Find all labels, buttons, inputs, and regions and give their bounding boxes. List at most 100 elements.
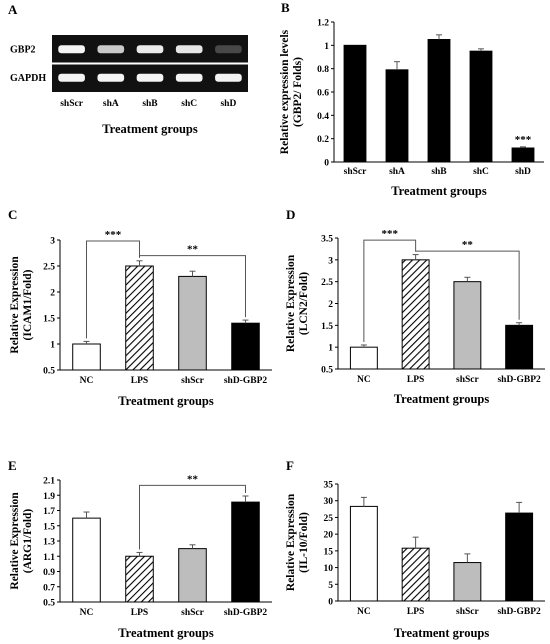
y-tick-label: 1.1 (43, 553, 55, 563)
y-tick-label: 30 (324, 497, 334, 507)
bar (72, 343, 101, 371)
y-tick-label: 20 (324, 531, 334, 541)
y-tick-label: 15 (324, 547, 334, 557)
lane-label: shB (142, 99, 158, 109)
significance-label: ** (187, 244, 199, 256)
bar (72, 517, 101, 603)
y-axis-title: Relative Expression (285, 254, 297, 352)
panel-e: E 0.5 0.7 0.9 1.1 1.3 1.5 1.7 1.9 2.1 NC LPS shScr sh… (8, 458, 272, 640)
x-tick-label: shD-GBP2 (224, 376, 268, 386)
gel-band (175, 73, 203, 82)
gel-row-label: GAPDH (10, 73, 46, 84)
y-axis-title-units: (ICAM1/Fold) (22, 269, 34, 340)
gel-band (58, 73, 85, 82)
significance-bracket (86, 240, 140, 339)
y-tick-label: 2 (328, 300, 333, 310)
significance-bracket (139, 484, 246, 550)
bar (231, 322, 260, 371)
lane-label: shScr (60, 99, 83, 109)
y-axis-title-units: (LCN2/Fold) (298, 272, 310, 335)
x-tick-label: NC (357, 607, 371, 617)
x-tick-label: LPS (131, 608, 148, 618)
x-axis-title: Treatment groups (102, 122, 198, 136)
bar (385, 69, 409, 163)
y-axis-title: Relative expression levels (279, 29, 291, 154)
y-tick-label: 0.7 (43, 583, 55, 593)
bar (505, 512, 534, 602)
y-tick-label: 1 (324, 42, 329, 52)
y-tick-label: 0.5 (43, 599, 55, 609)
x-axis-title: Treatment groups (394, 392, 490, 406)
x-tick-label: shScr (344, 167, 367, 177)
y-axis-title: Relative Expression (9, 256, 21, 354)
bar (401, 259, 430, 370)
x-tick-label: shD-GBP2 (224, 608, 268, 618)
bar (343, 44, 367, 163)
gel-band (97, 73, 125, 82)
y-tick-label: 1.9 (43, 492, 55, 502)
bar (178, 275, 207, 371)
x-tick-label: shD (515, 167, 531, 177)
gel-band (215, 73, 242, 82)
bar (511, 147, 535, 163)
panel-letter: B (281, 0, 290, 15)
panel-d: D0.511.522.533.5NC LPS shScr shD-GBP2*****T… (285, 207, 545, 406)
significance-label: ** (187, 473, 199, 485)
x-tick-label: LPS (407, 607, 424, 617)
panel-letter: D (286, 207, 295, 222)
y-tick-label: 1.5 (43, 315, 55, 325)
y-tick-label: 1.3 (43, 538, 55, 548)
y-tick-label: 5 (328, 581, 333, 591)
panel-b: B 0 0.2 0.4 0.6 0.8 1 1.2 shScr shA shB shC shD *** Tr… (279, 0, 544, 198)
bar (178, 548, 207, 603)
gel-divider (52, 62, 248, 65)
x-axis-title: Treatment groups (118, 394, 214, 408)
y-axis-title-units: (ARG1/Fold) (22, 509, 34, 574)
lane-label: shC (181, 99, 197, 109)
panel-letter: E (8, 458, 17, 473)
significance-label: ** (462, 239, 474, 251)
y-tick-label: 0.4 (317, 112, 329, 122)
x-tick-label: shScr (181, 376, 204, 386)
y-tick-label: 0 (328, 598, 333, 608)
y-axis-title: Relative Expression (285, 493, 297, 591)
y-tick-label: 1.5 (321, 322, 333, 332)
x-tick-label: shScr (181, 608, 204, 618)
x-tick-label: NC (357, 375, 371, 385)
significance-label: *** (515, 134, 532, 146)
bar (505, 324, 534, 370)
y-tick-label: 1.5 (43, 522, 55, 532)
y-tick-label: 1 (50, 341, 55, 351)
y-tick-label: 0.6 (317, 89, 329, 99)
y-tick-label: 25 (324, 514, 334, 524)
bar (401, 547, 430, 602)
x-axis-title: Treatment groups (118, 626, 214, 640)
y-tick-label: 3 (50, 237, 55, 247)
bar (125, 555, 154, 603)
y-tick-label: 3.5 (321, 235, 333, 245)
gel-row-label: GBP2 (10, 44, 36, 55)
y-tick-label: 0.8 (317, 65, 329, 75)
x-tick-label: shScr (456, 375, 479, 385)
significance-bracket (363, 239, 417, 342)
x-tick-label: shScr (456, 607, 479, 617)
y-tick-label: 2.5 (43, 263, 55, 273)
bar (349, 505, 378, 602)
y-tick-label: 10 (324, 564, 334, 574)
significance-label: *** (382, 228, 399, 240)
x-tick-label: shB (431, 167, 447, 177)
x-axis-title: Treatment groups (391, 184, 487, 198)
x-tick-label: shC (473, 167, 489, 177)
y-axis-title-units: (GBP2/ Folds) (292, 57, 304, 127)
panel-letter: A (8, 2, 18, 17)
bar (453, 281, 482, 370)
y-tick-label: 0 (324, 159, 329, 169)
y-tick-label: 0.5 (321, 366, 333, 376)
gel-band (97, 45, 125, 54)
y-tick-label: 1.2 (317, 19, 329, 29)
y-tick-label: 2 (50, 289, 55, 299)
gel-band (215, 45, 242, 54)
significance-bracket (415, 250, 520, 320)
